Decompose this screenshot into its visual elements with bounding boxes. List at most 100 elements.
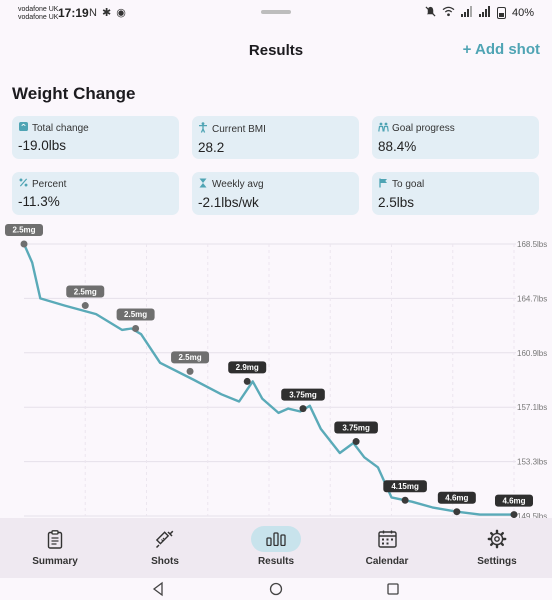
shot-dose-label: 4.15mg (391, 482, 419, 491)
battery-icon (496, 7, 506, 19)
shot-dose-badge (116, 308, 155, 321)
carrier-1: vodafone UK (18, 6, 59, 13)
stat-card-total-change: Total change -19.0lbs (12, 116, 179, 159)
stat-label: Goal progress (392, 123, 455, 134)
nav-label: Calendar (365, 556, 409, 567)
y-tick-label: 149.5lbs (517, 512, 547, 520)
y-tick-label: 157.1lbs (517, 403, 547, 412)
battery-level: 40% (511, 7, 534, 19)
notification-icons: N ✱ ◉ (89, 7, 127, 19)
y-tick-label: 164.7lbs (517, 294, 547, 303)
nav-settings[interactable]: Settings (442, 518, 552, 578)
stat-card-current-bmi: Current BMI 28.2 (192, 116, 359, 159)
add-shot-button[interactable]: + Add shot (462, 41, 540, 58)
shot-marker (20, 240, 28, 248)
group-icon (378, 122, 389, 135)
shot-dose-badge (5, 224, 43, 236)
stat-value: 2.5lbs (378, 195, 415, 210)
shot-marker (510, 511, 518, 519)
shot-marker (352, 438, 360, 446)
mute-icon (425, 6, 436, 20)
stat-card-weekly-avg: Weekly avg -2.1lbs/wk (192, 172, 359, 215)
status-right: 40% (425, 6, 534, 20)
clipboard-icon (30, 526, 80, 552)
y-tick-label: 168.5lbs (517, 240, 547, 249)
stat-value: 88.4% (378, 139, 417, 154)
shot-dose-badge (334, 421, 378, 434)
back-icon[interactable] (152, 581, 163, 597)
shot-dose-badge (437, 491, 476, 504)
signal-icon-1 (460, 6, 473, 20)
shot-dose-label: 2.5mg (178, 353, 201, 362)
shot-marker (401, 496, 409, 504)
weight-chart: 168.5lbs 164.7lbs 160.9lbs 157.1lbs 153.3lbs… (5, 224, 547, 520)
shot-dose-label: 3.75mg (289, 390, 317, 399)
shot-dose-label: 4.6mg (445, 493, 468, 502)
shot-dose-badge (495, 494, 533, 507)
shot-dose-label: 2.5mg (124, 310, 147, 319)
shot-dose-badge (383, 480, 427, 493)
y-tick-label: 160.9lbs (517, 349, 547, 358)
page-title: Results (248, 42, 304, 59)
y-tick-label: 153.3lbs (517, 458, 547, 467)
shot-marker (243, 377, 251, 385)
stat-label: Percent (32, 178, 67, 190)
shot-dose-badge (281, 388, 325, 401)
person-icon (198, 122, 208, 136)
shot-dose-label: 2.5mg (12, 226, 35, 235)
stats-grid: Total change -19.0lbs Current BMI 28.2 P… (12, 116, 359, 215)
nav-label: Settings (477, 556, 517, 567)
shot-marker (81, 302, 89, 310)
stat-value: 28.2 (198, 140, 225, 155)
shot-dose-badge (228, 361, 267, 374)
nav-label: Shots (151, 556, 179, 567)
shot-dose-badge (171, 351, 210, 364)
gear-icon (472, 526, 522, 552)
shot-marker (299, 405, 307, 413)
scale-icon (18, 122, 28, 134)
status-time: 17:19 (58, 6, 89, 20)
shot-dose-label: 3.75mg (342, 423, 370, 432)
shot-marker (132, 324, 140, 332)
stat-value: -2.1lbs/wk (198, 195, 259, 210)
nav-label: Results (257, 556, 295, 567)
status-bar: vodafone UK vodafone UK 17:19 N ✱ ◉ 40% (0, 0, 552, 28)
stat-value: -19.0lbs (18, 138, 67, 153)
shot-dose-label: 4.6mg (502, 496, 525, 505)
section-title: Weight Change (12, 84, 136, 103)
bar-chart-icon (251, 526, 301, 552)
flag-icon (378, 178, 388, 191)
stat-card-percent: Percent -11.3% (12, 172, 179, 215)
shot-dose-label: 2.5mg (74, 287, 97, 296)
nav-calendar[interactable]: Calendar (332, 518, 442, 578)
stat-label: Weekly avg (212, 179, 264, 190)
syringe-icon (140, 526, 190, 552)
wifi-icon (442, 6, 455, 20)
stat-card-to-goal: To goal 2.5lbs (372, 172, 539, 215)
weight-line (22, 243, 514, 516)
shot-dose-badge (66, 285, 105, 298)
carrier-info: vodafone UK vodafone UK (18, 6, 58, 22)
recents-icon[interactable] (387, 583, 399, 595)
bottom-nav: Summary Shots Results Calendar Settings (0, 518, 552, 578)
shot-dose-label: 2.9mg (236, 363, 259, 372)
home-icon[interactable] (269, 582, 283, 596)
stat-label: To goal (392, 179, 425, 190)
nav-shots[interactable]: Shots (110, 518, 220, 578)
percent-icon (18, 178, 28, 190)
drag-handle[interactable] (261, 10, 291, 14)
nav-results[interactable]: Results (221, 518, 331, 578)
shot-marker (453, 508, 461, 516)
shot-marker (186, 367, 194, 375)
stat-card-goal-progress: Goal progress 88.4% (372, 116, 539, 159)
app-bar: Results + Add shot (0, 30, 552, 70)
stats-column-right: Goal progress 88.4% To goal 2.5lbs (372, 116, 539, 215)
stat-label: Current BMI (212, 123, 266, 135)
nav-label: Summary (32, 556, 78, 567)
calendar-icon (362, 526, 412, 552)
carrier-2: vodafone UK (18, 14, 59, 21)
stat-value: -11.3% (18, 194, 60, 209)
nav-summary[interactable]: Summary (0, 518, 110, 578)
signal-icon-2 (478, 6, 491, 20)
hourglass-icon (198, 178, 208, 191)
